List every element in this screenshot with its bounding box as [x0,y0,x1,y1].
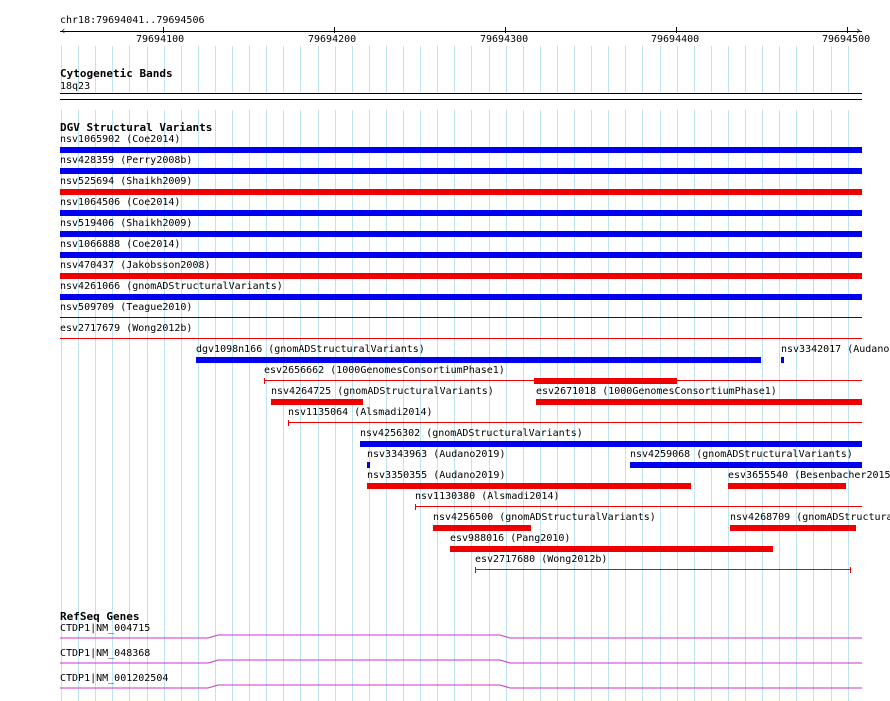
feature-bar[interactable] [60,210,862,216]
feature-label: nsv1066888 (Coe2014) [60,239,181,250]
ruler-tick-label: 79694100 [136,34,185,45]
ruler-tick [847,27,848,33]
ruler-line [60,31,862,32]
feature-bar[interactable] [630,462,862,468]
feature-end-tick [475,567,476,573]
track-title-dgv-structural-variants[interactable]: DGV Structural Variants [60,121,213,134]
feature-bar[interactable] [60,231,862,237]
feature-bar[interactable] [60,147,862,153]
feature-label: nsv4261066 (gnomADStructuralVariants) [60,281,283,292]
feature-end-tick [415,504,416,510]
feature-label: esv2717679 (Wong2012b) [60,323,193,334]
feature-label: nsv525694 (Shaikh2009) [60,176,193,187]
feature-bar[interactable] [196,357,761,363]
feature-label: nsv1130380 (Alsmadi2014) [415,491,560,502]
feature-label: nsv1064506 (Coe2014) [60,197,181,208]
gene-line [60,634,862,639]
feature-label: nsv3342017 (Audano2 [781,344,890,355]
feature-label: nsv4268709 (gnomADStructura [730,512,890,523]
feature-bar[interactable] [271,399,363,405]
gene-line [60,684,862,689]
ruler-tick-label: 79694500 [822,34,871,45]
feature-end-tick [850,567,851,573]
feature-bar[interactable] [450,546,773,552]
track-title-cytogenetic-bands[interactable]: Cytogenetic Bands [60,67,173,80]
feature-label: nsv3350355 (Audano2019) [367,470,506,481]
feature-dot[interactable] [367,462,370,468]
ruler-left-arrow: ‹ [60,24,67,37]
feature-end-tick [288,420,289,426]
feature-bar[interactable] [728,483,846,489]
feature-line[interactable] [60,317,862,318]
feature-label: nsv1135064 (Alsmadi2014) [288,407,433,418]
feature-label: esv2656662 (1000GenomesConsortiumPhase1) [264,365,505,376]
gene-label: CTDP1|NM_001202504 [60,673,169,684]
ruler-tick [163,27,164,33]
track-title-refseq-genes[interactable]: RefSeq Genes [60,610,140,623]
feature-label: dgv1098n166 (gnomADStructuralVariants) [196,344,425,355]
cytoband-label: 18q23 [60,81,91,92]
gene-model[interactable] [60,680,862,690]
feature-label: esv2717680 (Wong2012b) [475,554,608,565]
ruler-tick [676,27,677,33]
feature-bar[interactable] [433,525,531,531]
gene-label: CTDP1|NM_048368 [60,648,151,659]
feature-block[interactable] [534,378,677,384]
feature-line[interactable] [415,506,862,507]
gene-model[interactable] [60,630,862,640]
feature-label: nsv428359 (Perry2008b) [60,155,193,166]
feature-label: nsv509709 (Teague2010) [60,302,193,313]
cytoband-bar[interactable] [60,93,862,94]
feature-bar[interactable] [60,189,862,195]
feature-label: nsv4264725 (gnomADStructuralVariants) [271,386,494,397]
ruler-tick-label: 79694400 [651,34,700,45]
feature-bar[interactable] [536,399,862,405]
feature-bar[interactable] [60,294,862,300]
feature-label: nsv519406 (Shaikh2009) [60,218,193,229]
gene-label: CTDP1|NM_004715 [60,623,151,634]
feature-label: esv2671018 (1000GenomesConsortiumPhase1) [536,386,777,397]
ruler-tick [505,27,506,33]
ruler-tick [334,27,335,33]
feature-label: esv3655540 (Besenbacher2015 [728,470,890,481]
feature-bar[interactable] [60,252,862,258]
feature-bar[interactable] [60,273,862,279]
feature-label: nsv4256302 (gnomADStructuralVariants) [360,428,583,439]
feature-label: nsv3343963 (Audano2019) [367,449,506,460]
feature-label: nsv470437 (Jakobsson2008) [60,260,211,271]
ruler-right-arrow: › [855,24,862,37]
feature-label: esv988016 (Pang2010) [450,533,571,544]
feature-bar[interactable] [730,525,856,531]
gene-line [60,659,862,664]
gene-model[interactable] [60,655,862,665]
feature-bar[interactable] [367,483,691,489]
coordinate-range-label: chr18:79694041..79694506 [60,15,205,26]
feature-dot[interactable] [781,357,784,363]
feature-bar[interactable] [60,168,862,174]
feature-label: nsv1065902 (Coe2014) [60,134,181,145]
feature-bar[interactable] [360,441,862,447]
feature-label: nsv4259068 (gnomADStructuralVariants) [630,449,853,460]
feature-label: nsv4256500 (gnomADStructuralVariants) [433,512,656,523]
feature-line[interactable] [475,569,851,570]
track-divider [60,99,862,100]
feature-line[interactable] [288,422,862,423]
ruler-tick-label: 79694300 [480,34,529,45]
feature-end-tick [264,378,265,384]
ruler-tick-label: 79694200 [308,34,357,45]
feature-line[interactable] [60,338,862,339]
